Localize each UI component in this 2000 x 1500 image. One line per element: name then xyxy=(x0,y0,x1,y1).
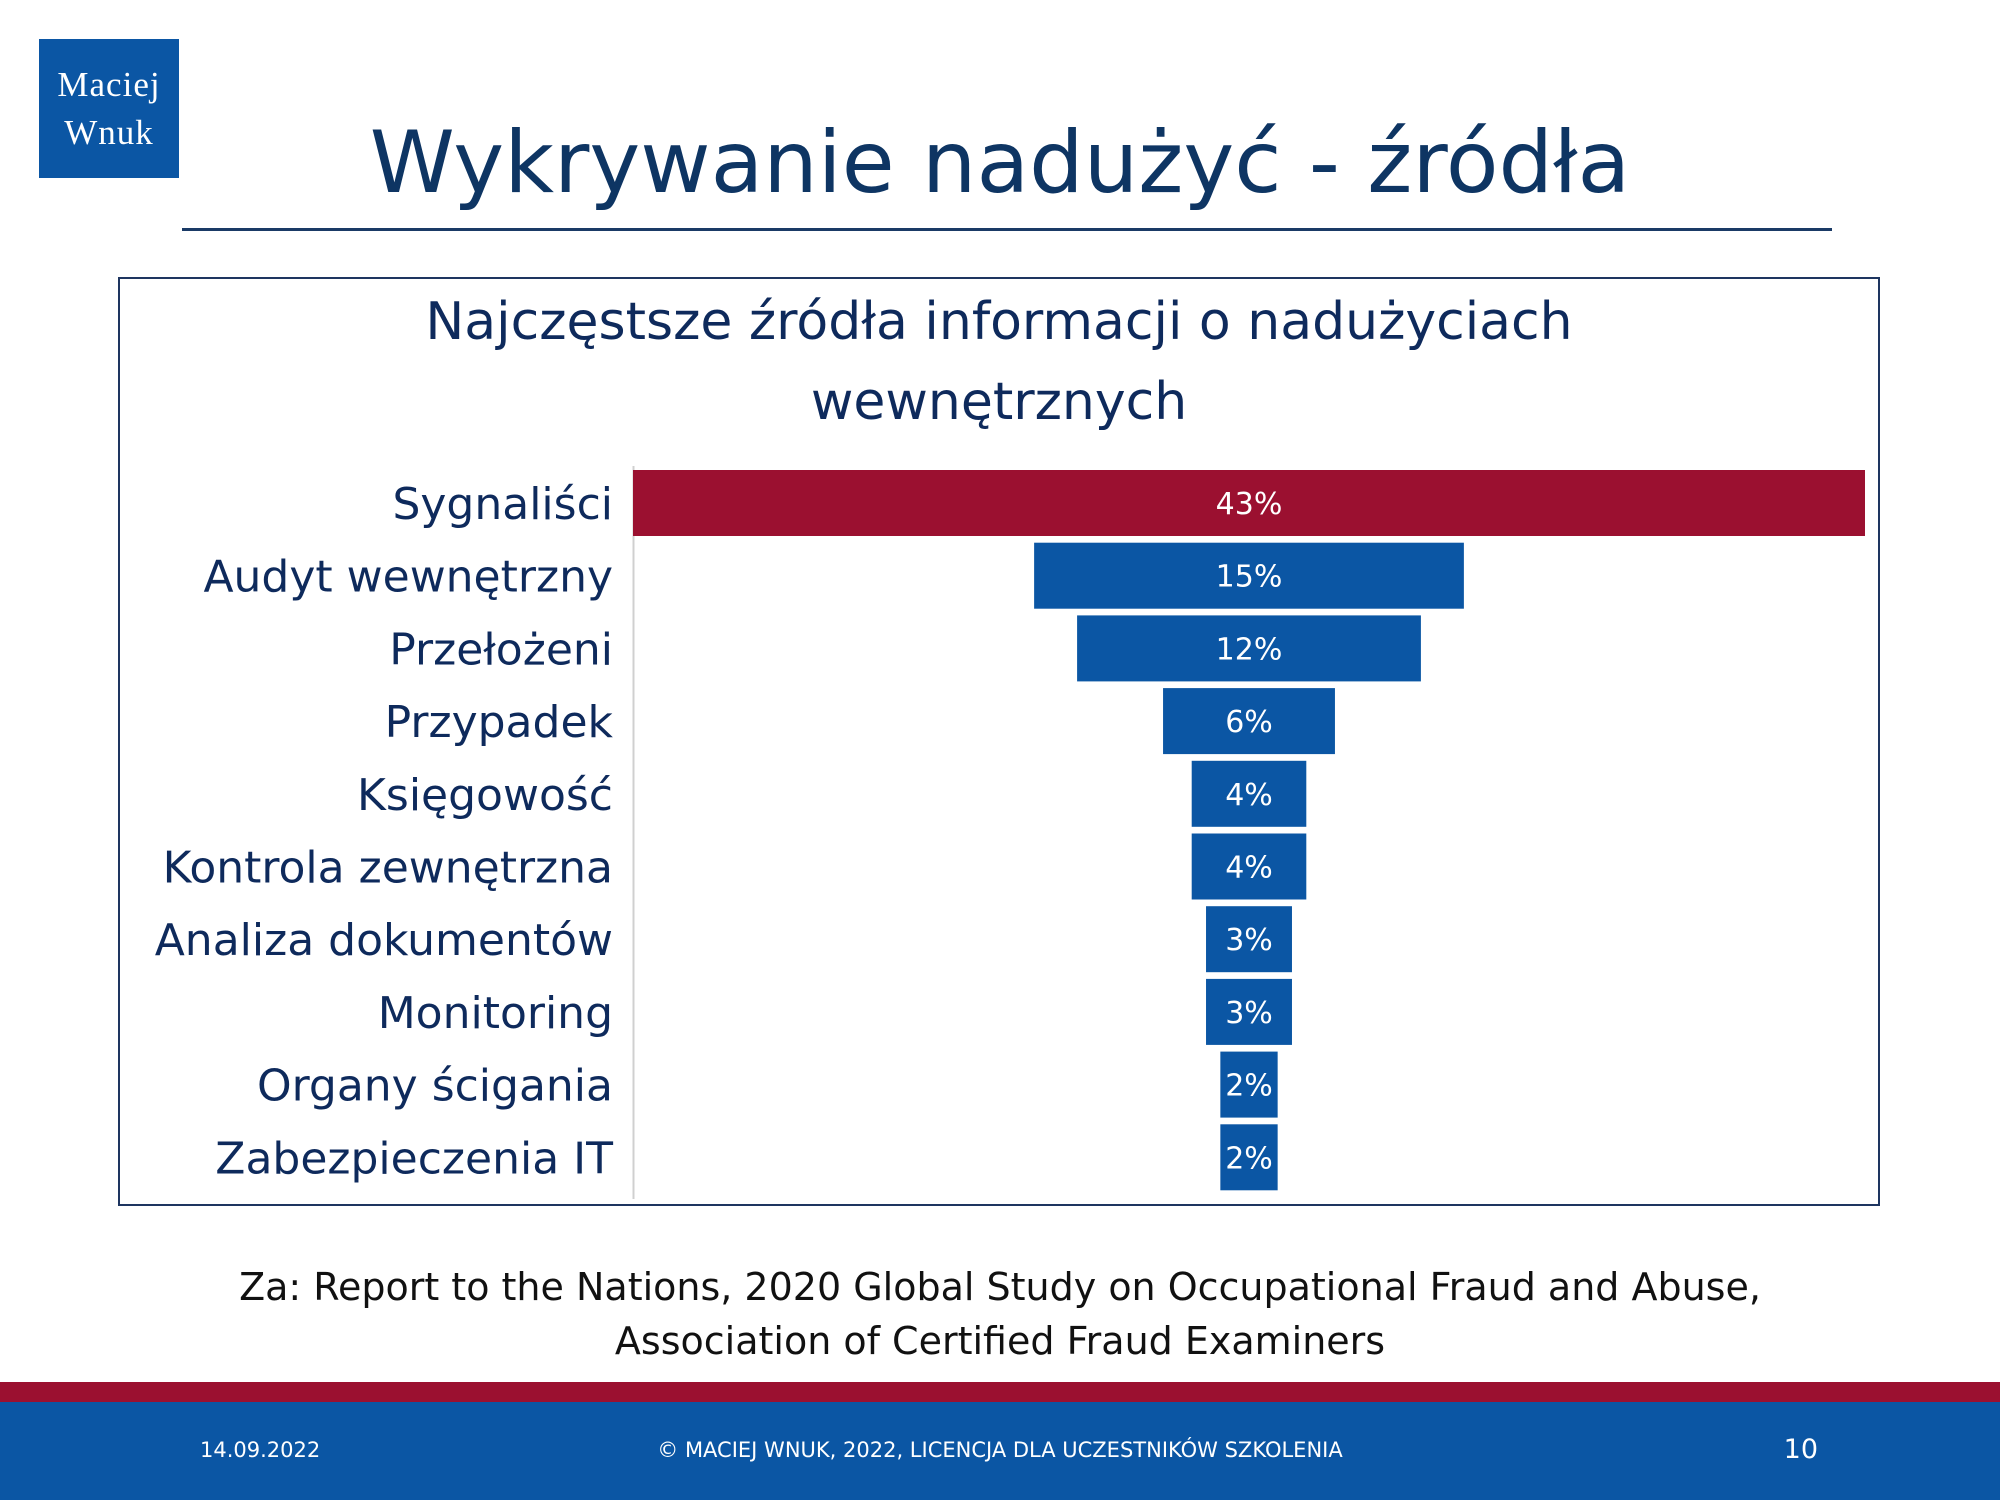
footer-accent-stripe xyxy=(0,1382,2000,1402)
category-label-5: Kontrola zewnętrzna xyxy=(163,843,613,894)
logo-line-1: Maciej xyxy=(57,64,161,104)
data-label-5: 4% xyxy=(1225,851,1273,886)
category-label-9: Zabezpieczenia IT xyxy=(215,1133,613,1184)
data-label-3: 6% xyxy=(1225,705,1273,740)
bar-4 xyxy=(1191,760,1307,827)
data-label-8: 2% xyxy=(1225,1069,1273,1104)
bar-5 xyxy=(1191,833,1307,900)
data-label-1: 15% xyxy=(1216,560,1283,595)
bar-2 xyxy=(1077,615,1421,682)
bar-6 xyxy=(1206,906,1292,973)
data-label-9: 2% xyxy=(1225,1141,1273,1176)
category-label-8: Organy ścigania xyxy=(257,1061,613,1112)
source-citation: Za: Report to the Nations, 2020 Global S… xyxy=(100,1260,1900,1368)
bar-9 xyxy=(1220,1124,1278,1191)
category-label-2: Przełożeni xyxy=(389,624,613,675)
data-label-6: 3% xyxy=(1225,923,1273,958)
data-label-0: 43% xyxy=(1216,487,1283,522)
chart-frame: Najczęstsze źródła informacji o nadużyci… xyxy=(118,277,1880,1206)
category-label-4: Księgowość xyxy=(357,770,613,821)
footer-copyright: © MACIEJ WNUK, 2022, LICENCJA DLA UCZEST… xyxy=(657,1438,1343,1462)
logo-line-2: Wnuk xyxy=(64,112,154,152)
source-line-2: Association of Certified Fraud Examiners xyxy=(614,1319,1386,1363)
data-label-4: 4% xyxy=(1225,778,1273,813)
source-line-1: Za: Report to the Nations, 2020 Global S… xyxy=(239,1265,1761,1309)
category-label-6: Analiza dokumentów xyxy=(155,915,613,966)
bar-0 xyxy=(633,470,1865,536)
slide-title: Wykrywanie nadużyć - źródła xyxy=(369,113,1631,213)
bar-1 xyxy=(1034,542,1464,609)
category-label-3: Przypadek xyxy=(385,697,614,748)
footer-bar: 14.09.2022 © MACIEJ WNUK, 2022, LICENCJA… xyxy=(0,1402,2000,1500)
category-label-7: Monitoring xyxy=(378,988,613,1039)
chart-title-line-1: Najczęstsze źródła informacji o nadużyci… xyxy=(425,292,1572,352)
title-divider xyxy=(182,228,1832,231)
logo: Maciej Wnuk xyxy=(39,39,179,178)
data-label-7: 3% xyxy=(1225,996,1273,1031)
category-label-1: Audyt wewnętrzny xyxy=(203,552,613,603)
chart-title-line-2: wewnętrznych xyxy=(811,372,1187,432)
bar-3 xyxy=(1163,688,1335,755)
footer-date: 14.09.2022 xyxy=(200,1438,321,1462)
data-label-2: 12% xyxy=(1216,632,1283,667)
category-label-0: Sygnaliści xyxy=(392,479,613,530)
bar-8 xyxy=(1220,1051,1278,1118)
page-number: 10 xyxy=(1783,1434,1818,1465)
bar-7 xyxy=(1206,978,1292,1045)
funnel-chart: Najczęstsze źródła informacji o nadużyci… xyxy=(155,292,1865,1199)
